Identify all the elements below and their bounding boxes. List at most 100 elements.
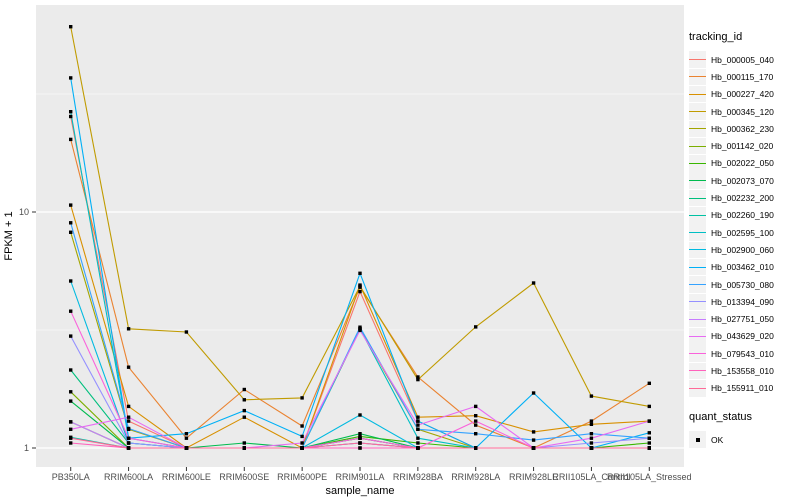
- legend-line-sample-icon: [689, 249, 706, 251]
- data-point: [416, 423, 420, 427]
- legend-key: [689, 207, 706, 224]
- legend-items: Hb_000005_040 Hb_000115_170 Hb_000227_420 H…: [689, 51, 799, 397]
- data-point: [358, 328, 362, 333]
- data-point: [531, 438, 536, 442]
- data-point: [589, 432, 594, 436]
- data-point: [416, 377, 420, 382]
- data-point: [647, 431, 651, 435]
- legend-line-sample-icon: [689, 335, 706, 337]
- legend-item-label: Hb_003462_010: [711, 262, 774, 273]
- legend-item: Hb_000362_230: [689, 120, 799, 138]
- data-point: [358, 284, 362, 288]
- data-point: [126, 327, 131, 331]
- legend-item-label: Hb_155911_010: [711, 383, 774, 394]
- legend-item: Hb_027751_050: [689, 310, 799, 328]
- data-point: [69, 203, 73, 207]
- data-point: [126, 365, 131, 369]
- data-point: [416, 441, 420, 445]
- black-square-point-icon: [695, 437, 700, 442]
- legend-item-label: Hb_079543_010: [711, 348, 774, 359]
- data-point: [358, 434, 362, 439]
- legend-key: [689, 345, 706, 362]
- legend-key: [689, 431, 706, 448]
- data-point: [69, 399, 73, 403]
- legend-item-label: OK: [711, 434, 724, 445]
- data-point: [416, 419, 420, 423]
- legend-key: [689, 172, 706, 189]
- legend-key: [689, 328, 706, 345]
- legend-item: Hb_002595_100: [689, 224, 799, 241]
- x-tick-label: RRIM600PE: [277, 472, 327, 482]
- legend-key: [689, 258, 706, 276]
- legend-item-label: Hb_043629_020: [711, 331, 774, 342]
- data-point: [242, 408, 246, 413]
- data-point: [69, 230, 73, 234]
- legend-item-label: Hb_000345_120: [711, 106, 774, 117]
- data-point: [531, 391, 536, 395]
- legend-item: Hb_000345_120: [689, 103, 799, 120]
- legend-item: Hb_000227_420: [689, 85, 799, 103]
- data-point: [474, 404, 478, 409]
- data-point: [416, 436, 420, 440]
- data-point: [242, 415, 246, 419]
- legend-line-sample-icon: [689, 111, 706, 113]
- legend-key: [689, 68, 706, 86]
- legend-item: Hb_000005_040: [689, 51, 799, 68]
- data-point: [126, 441, 131, 445]
- data-point: [69, 25, 73, 29]
- legend-item-label: Hb_027751_050: [711, 314, 774, 325]
- legend-item-label: Hb_002260_190: [711, 210, 774, 221]
- legend-item-label: Hb_000362_230: [711, 123, 774, 134]
- data-point: [358, 289, 362, 294]
- data-point: [69, 390, 73, 394]
- data-point: [589, 436, 594, 440]
- x-tick-label: RRIM600SE: [219, 472, 269, 482]
- data-point: [589, 441, 594, 445]
- legend-key: [689, 189, 706, 207]
- data-point: [300, 434, 304, 439]
- x-tick-label: PB350LA: [52, 472, 90, 482]
- legend-item-label: Hb_001142_020: [711, 141, 774, 152]
- data-point: [647, 381, 651, 385]
- data-point: [69, 114, 73, 119]
- data-point: [358, 432, 362, 436]
- legend-title-quant-status: quant_status: [689, 410, 752, 423]
- data-point: [126, 436, 131, 440]
- data-point: [69, 441, 73, 445]
- legend-item: Hb_002073_070: [689, 172, 799, 189]
- data-point: [300, 424, 304, 428]
- legend-item: Hb_079543_010: [689, 345, 799, 362]
- legend-item-label: Hb_002022_050: [711, 158, 774, 169]
- data-point: [358, 271, 362, 275]
- legend-line-sample-icon: [689, 59, 706, 61]
- legend-key: [689, 120, 706, 138]
- legend-item-label: Hb_002595_100: [711, 227, 774, 238]
- legend-key: [689, 224, 706, 241]
- legend: tracking_id Hb_000005_040 Hb_000115_170 Hb…: [689, 31, 799, 448]
- legend-item-label: Hb_153558_010: [711, 365, 774, 376]
- data-point: [69, 368, 73, 372]
- legend-item-label: Hb_013394_090: [711, 296, 774, 307]
- legend-item-label: Hb_005730_080: [711, 279, 774, 290]
- legend-item-quant-status: OK: [689, 431, 799, 448]
- data-point: [242, 441, 246, 445]
- x-tick-label: RRIM600LA: [104, 472, 153, 482]
- legend-item: Hb_002900_060: [689, 241, 799, 259]
- x-tick-label: RRII105LA_Stressed: [607, 472, 692, 482]
- legend-item: Hb_002260_190: [689, 207, 799, 224]
- data-point: [69, 436, 73, 440]
- legend-item: Hb_003462_010: [689, 258, 799, 276]
- x-axis-title: sample_name: [325, 485, 394, 497]
- legend-item: Hb_013394_090: [689, 293, 799, 311]
- x-tick-label: RRIM928BA: [393, 472, 443, 482]
- legend-item-label: Hb_000115_170: [711, 71, 774, 82]
- legend-key: [689, 103, 706, 120]
- legend-line-sample-icon: [689, 387, 706, 389]
- legend-key: [689, 241, 706, 259]
- legend-item: Hb_155911_010: [689, 380, 799, 397]
- legend-item: Hb_001142_020: [689, 137, 799, 155]
- data-point: [474, 432, 478, 436]
- data-point: [416, 375, 420, 379]
- data-point: [126, 426, 131, 431]
